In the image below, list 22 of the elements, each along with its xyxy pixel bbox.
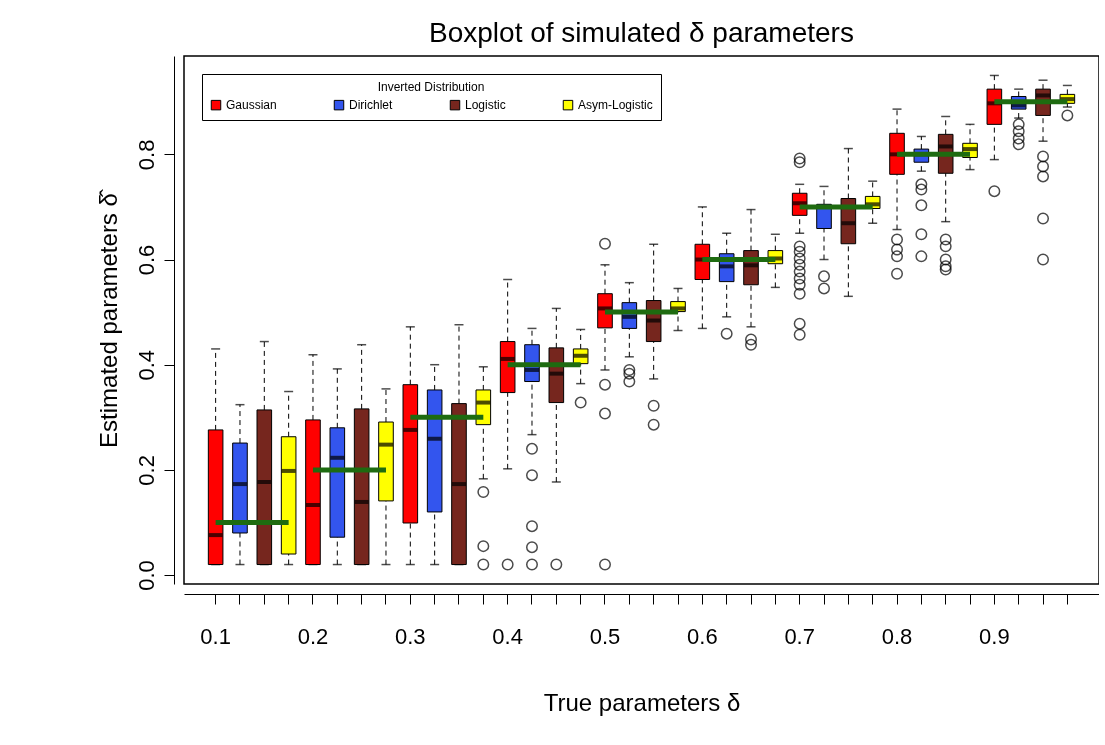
y-tick-label: 0.0 (133, 560, 159, 591)
x-tick-label: 0.6 (687, 623, 718, 649)
x-tick-label: 0.7 (784, 623, 815, 649)
legend-label: Gaussian (226, 98, 277, 113)
y-axis-title: Estimated parameters δ̂ (94, 189, 122, 448)
x-tick-label: 0.9 (979, 623, 1010, 649)
y-tick-label: 0.6 (133, 244, 159, 276)
y-tick-label: 0.2 (133, 455, 159, 486)
x-tick-label: 0.5 (589, 623, 621, 649)
x-tick-label: 0.3 (395, 623, 426, 649)
legend-label: Dirichlet (349, 98, 394, 113)
legend-label: Asym-Logistic (578, 98, 653, 113)
legend-label: Logistic (465, 98, 506, 113)
chart-title: Boxplot of simulated δ parameters (429, 17, 854, 48)
x-tick-label: 0.4 (492, 623, 523, 649)
x-tick-label: 0.8 (881, 623, 913, 649)
x-tick-label: 0.1 (200, 623, 231, 649)
x-axis-title: True parameters δ (543, 688, 741, 716)
x-tick-label: 0.2 (297, 623, 329, 649)
legend-title: Inverted Distribution (377, 80, 485, 94)
y-tick-label: 0.4 (133, 349, 159, 381)
y-tick-label: 0.8 (133, 139, 159, 171)
